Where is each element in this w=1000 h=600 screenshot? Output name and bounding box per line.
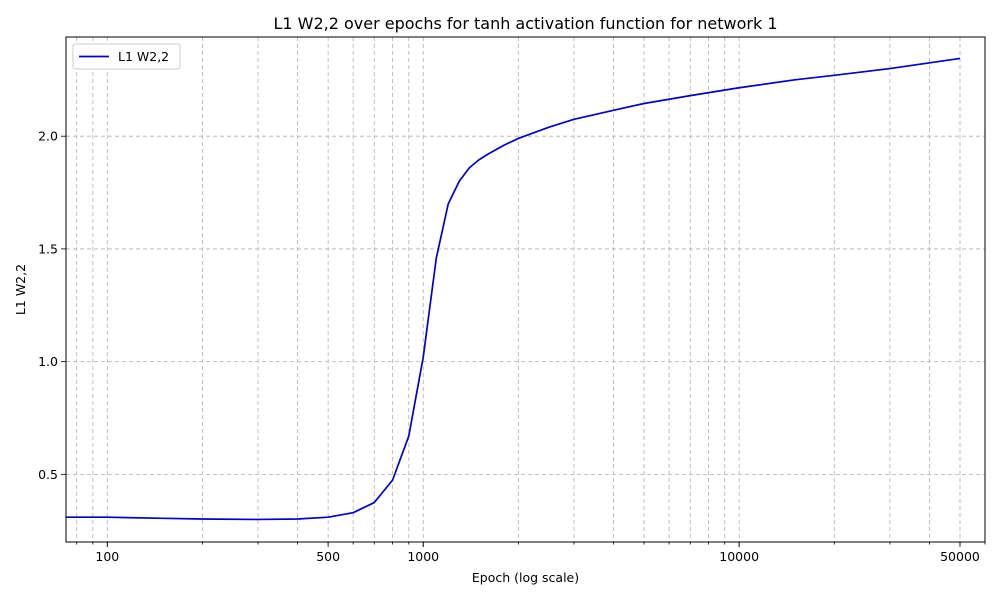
y-tick-label: 1.0 bbox=[38, 354, 58, 369]
y-axis-label: L1 W2,2 bbox=[13, 264, 28, 315]
y-tick-label: 2.0 bbox=[38, 129, 58, 144]
x-tick-label: 50000 bbox=[940, 549, 980, 564]
x-tick-label: 100 bbox=[95, 549, 119, 564]
legend-box bbox=[72, 43, 181, 70]
chart-title: L1 W2,2 over epochs for tanh activation … bbox=[273, 14, 777, 33]
series-line-l1-w22 bbox=[66, 57, 961, 521]
series-layer bbox=[66, 57, 961, 521]
x-tick-label: 1000 bbox=[407, 549, 439, 564]
legend: L1 W2,2 bbox=[72, 43, 181, 70]
x-axis-label: Epoch (log scale) bbox=[472, 570, 579, 585]
y-tick-label: 1.5 bbox=[38, 241, 58, 256]
grid-lines bbox=[66, 37, 986, 542]
legend-label-series-1: L1 W2,2 bbox=[118, 49, 169, 64]
y-tick-label: 0.5 bbox=[38, 467, 58, 482]
plot-frame bbox=[65, 36, 986, 543]
x-tick-label: 10000 bbox=[719, 549, 759, 564]
x-tick-label: 500 bbox=[316, 549, 340, 564]
tick-layer: 0.5 1.0 1.5 2.0 100 500 1000 10000 50000 bbox=[38, 129, 986, 564]
